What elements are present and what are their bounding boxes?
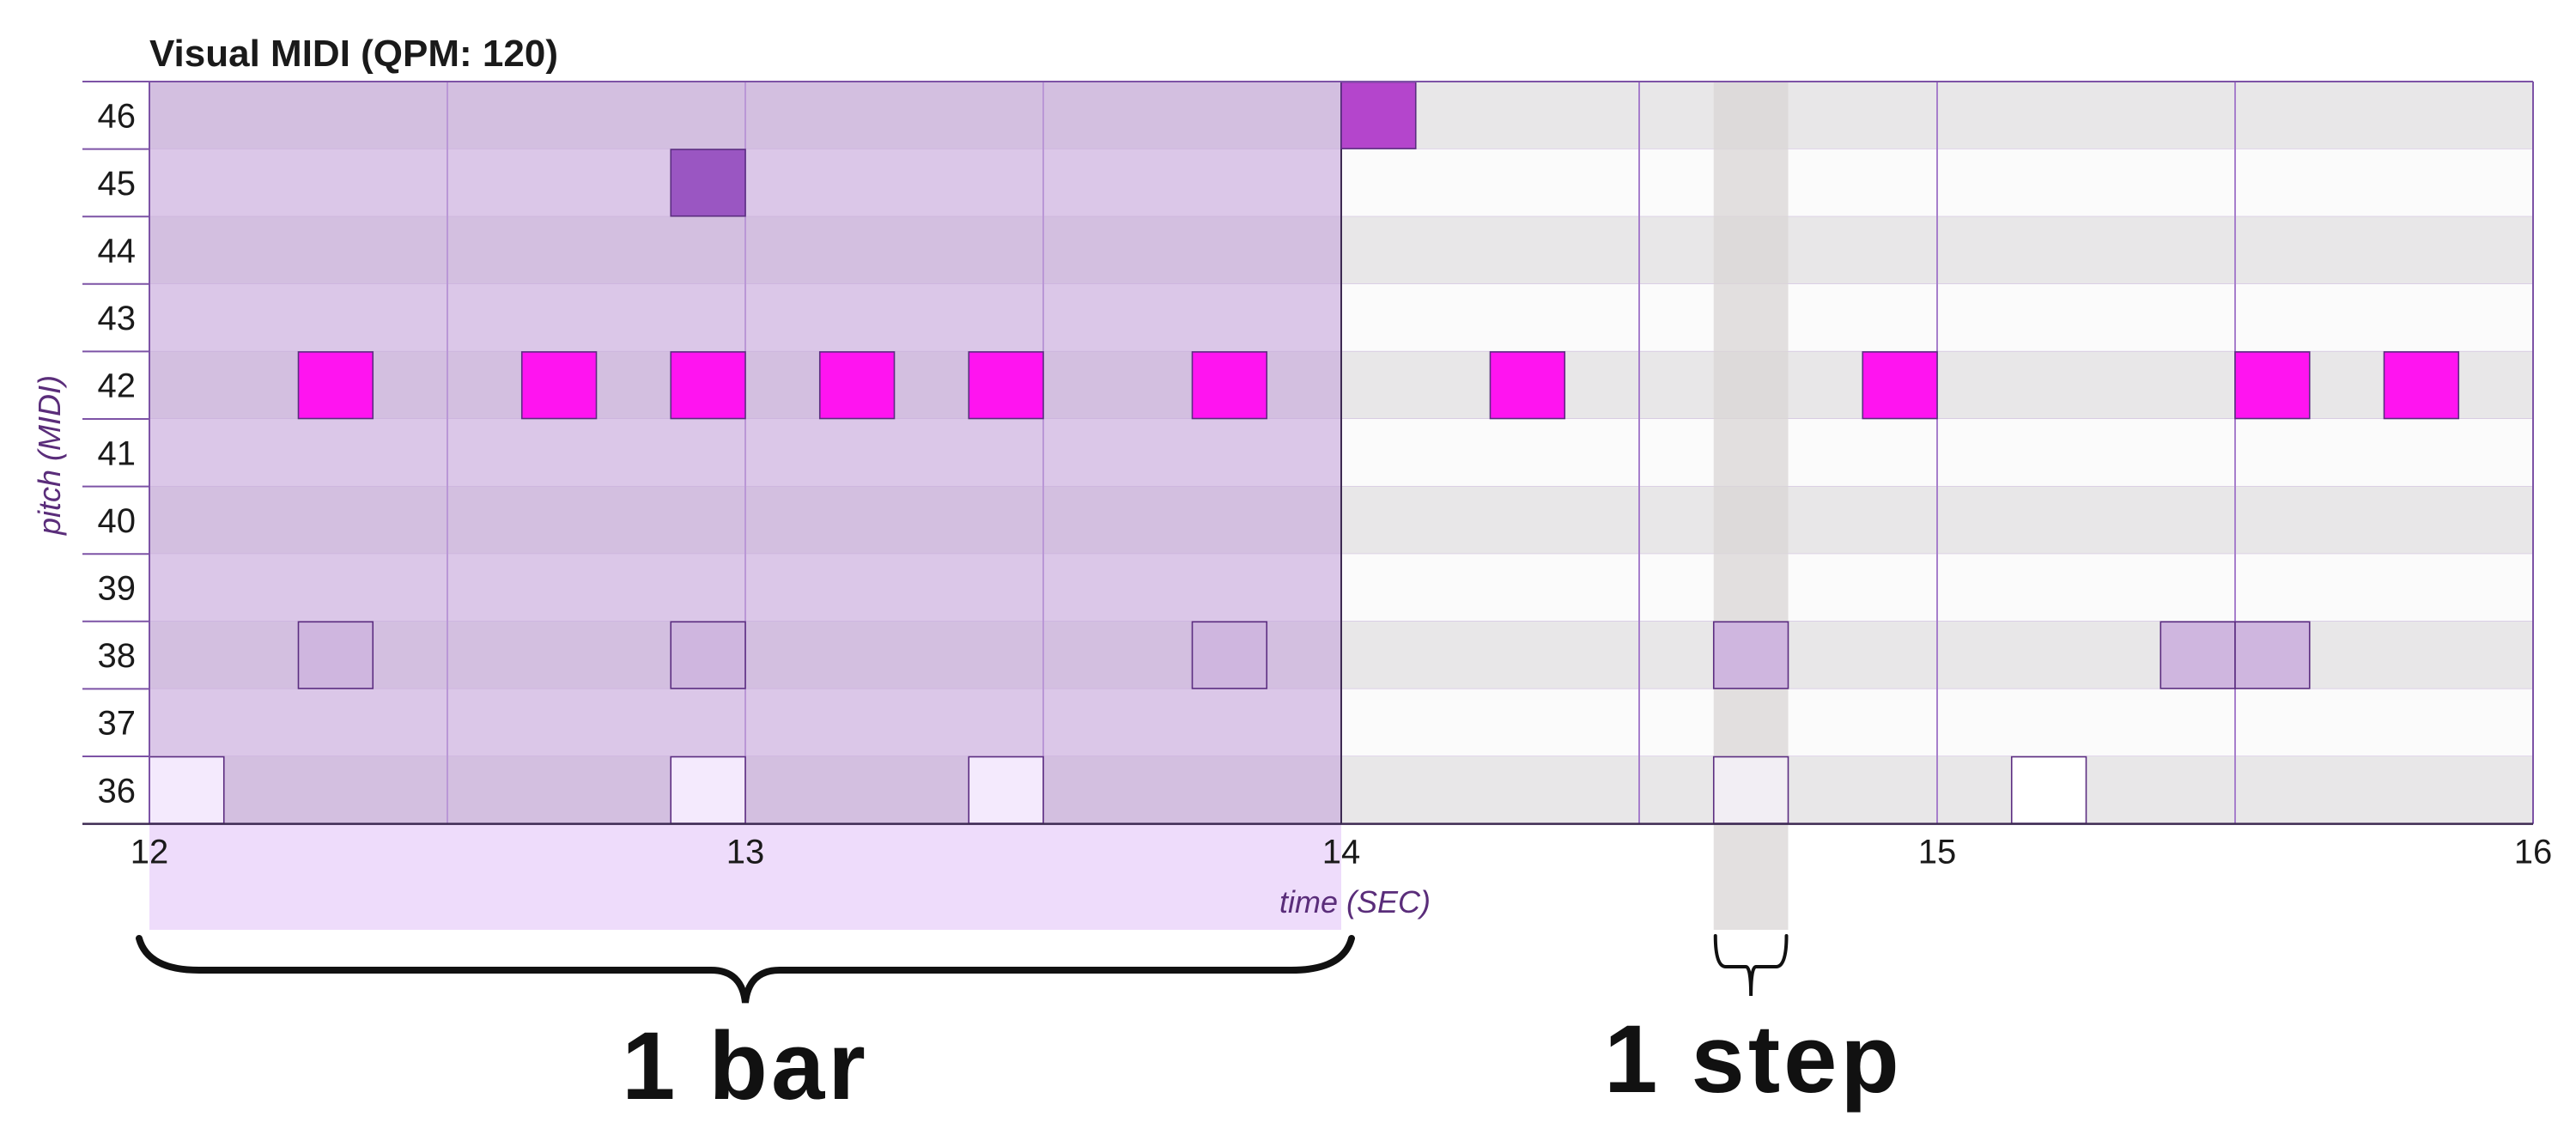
note-hihat-42 [818,351,896,420]
step-annotation-label: 1 step [1604,1005,1903,1113]
note-snare-38 [670,621,746,689]
plot-frame [82,81,2534,825]
note-hihat-42 [2383,351,2460,420]
y-tick-label: 46 [98,97,137,135]
y-tick-label: 45 [98,165,137,203]
bar-brace [136,935,1355,1004]
note-hihat-42 [2234,351,2311,420]
note-kick-outline-36 [1712,756,1789,824]
y-tick-label: 39 [98,570,137,608]
x-tick-label: 14 [1322,834,1361,871]
x-axis-label: time (SEC) [1279,884,1431,919]
note-blocks [149,81,2460,824]
highlighted-bar-axis-fill [149,823,1341,930]
note-hihat-42 [670,351,746,420]
x-tick-label: 15 [1918,834,1957,871]
note-p45-45 [670,149,746,217]
y-tick-labels: 36 37 38 39 40 41 42 43 44 45 46 [98,97,137,810]
step-brace [1713,934,1789,997]
note-snare-38 [1191,621,1268,689]
y-tick-label: 44 [98,233,137,270]
note-hihat-42 [520,351,598,420]
note-hihat-42 [297,351,374,420]
y-axis-label: pitch (MIDI) [32,375,67,536]
note-snare-38 [2160,621,2236,689]
x-tick-label: 12 [131,834,169,871]
note-hihat-42 [1862,351,1938,420]
note-kick-36 [149,756,225,824]
x-tick-label: 16 [2514,834,2553,871]
bar-annotation-label: 1 bar [622,1012,869,1120]
note-hihat-42 [1489,351,1566,420]
note-hihat-42 [968,351,1044,420]
note-kick-36 [670,756,746,824]
chart-title: Visual MIDI (QPM: 120) [149,33,558,75]
note-snare-38 [1712,621,1789,689]
y-tick-label: 40 [98,502,137,540]
note-snare-38 [297,621,374,689]
note-kick-36 [968,756,1044,824]
note-snare-38 [2234,621,2311,689]
y-tick-label: 38 [98,637,137,675]
x-tick-labels: 12 13 14 15 16 [131,834,2553,871]
x-tick-label: 13 [726,834,765,871]
y-tick-label: 42 [98,367,137,405]
bar-axis-fill [149,823,1341,930]
y-tick-label: 37 [98,705,137,743]
note-kick-outline-36 [2010,756,2087,824]
note-p46-46 [1340,81,1417,149]
note-hihat-42 [1191,351,1268,420]
y-tick-label: 43 [98,300,137,337]
y-tick-label: 41 [98,434,137,472]
y-tick-label: 36 [98,772,137,810]
annotation-braces [136,934,1789,1004]
